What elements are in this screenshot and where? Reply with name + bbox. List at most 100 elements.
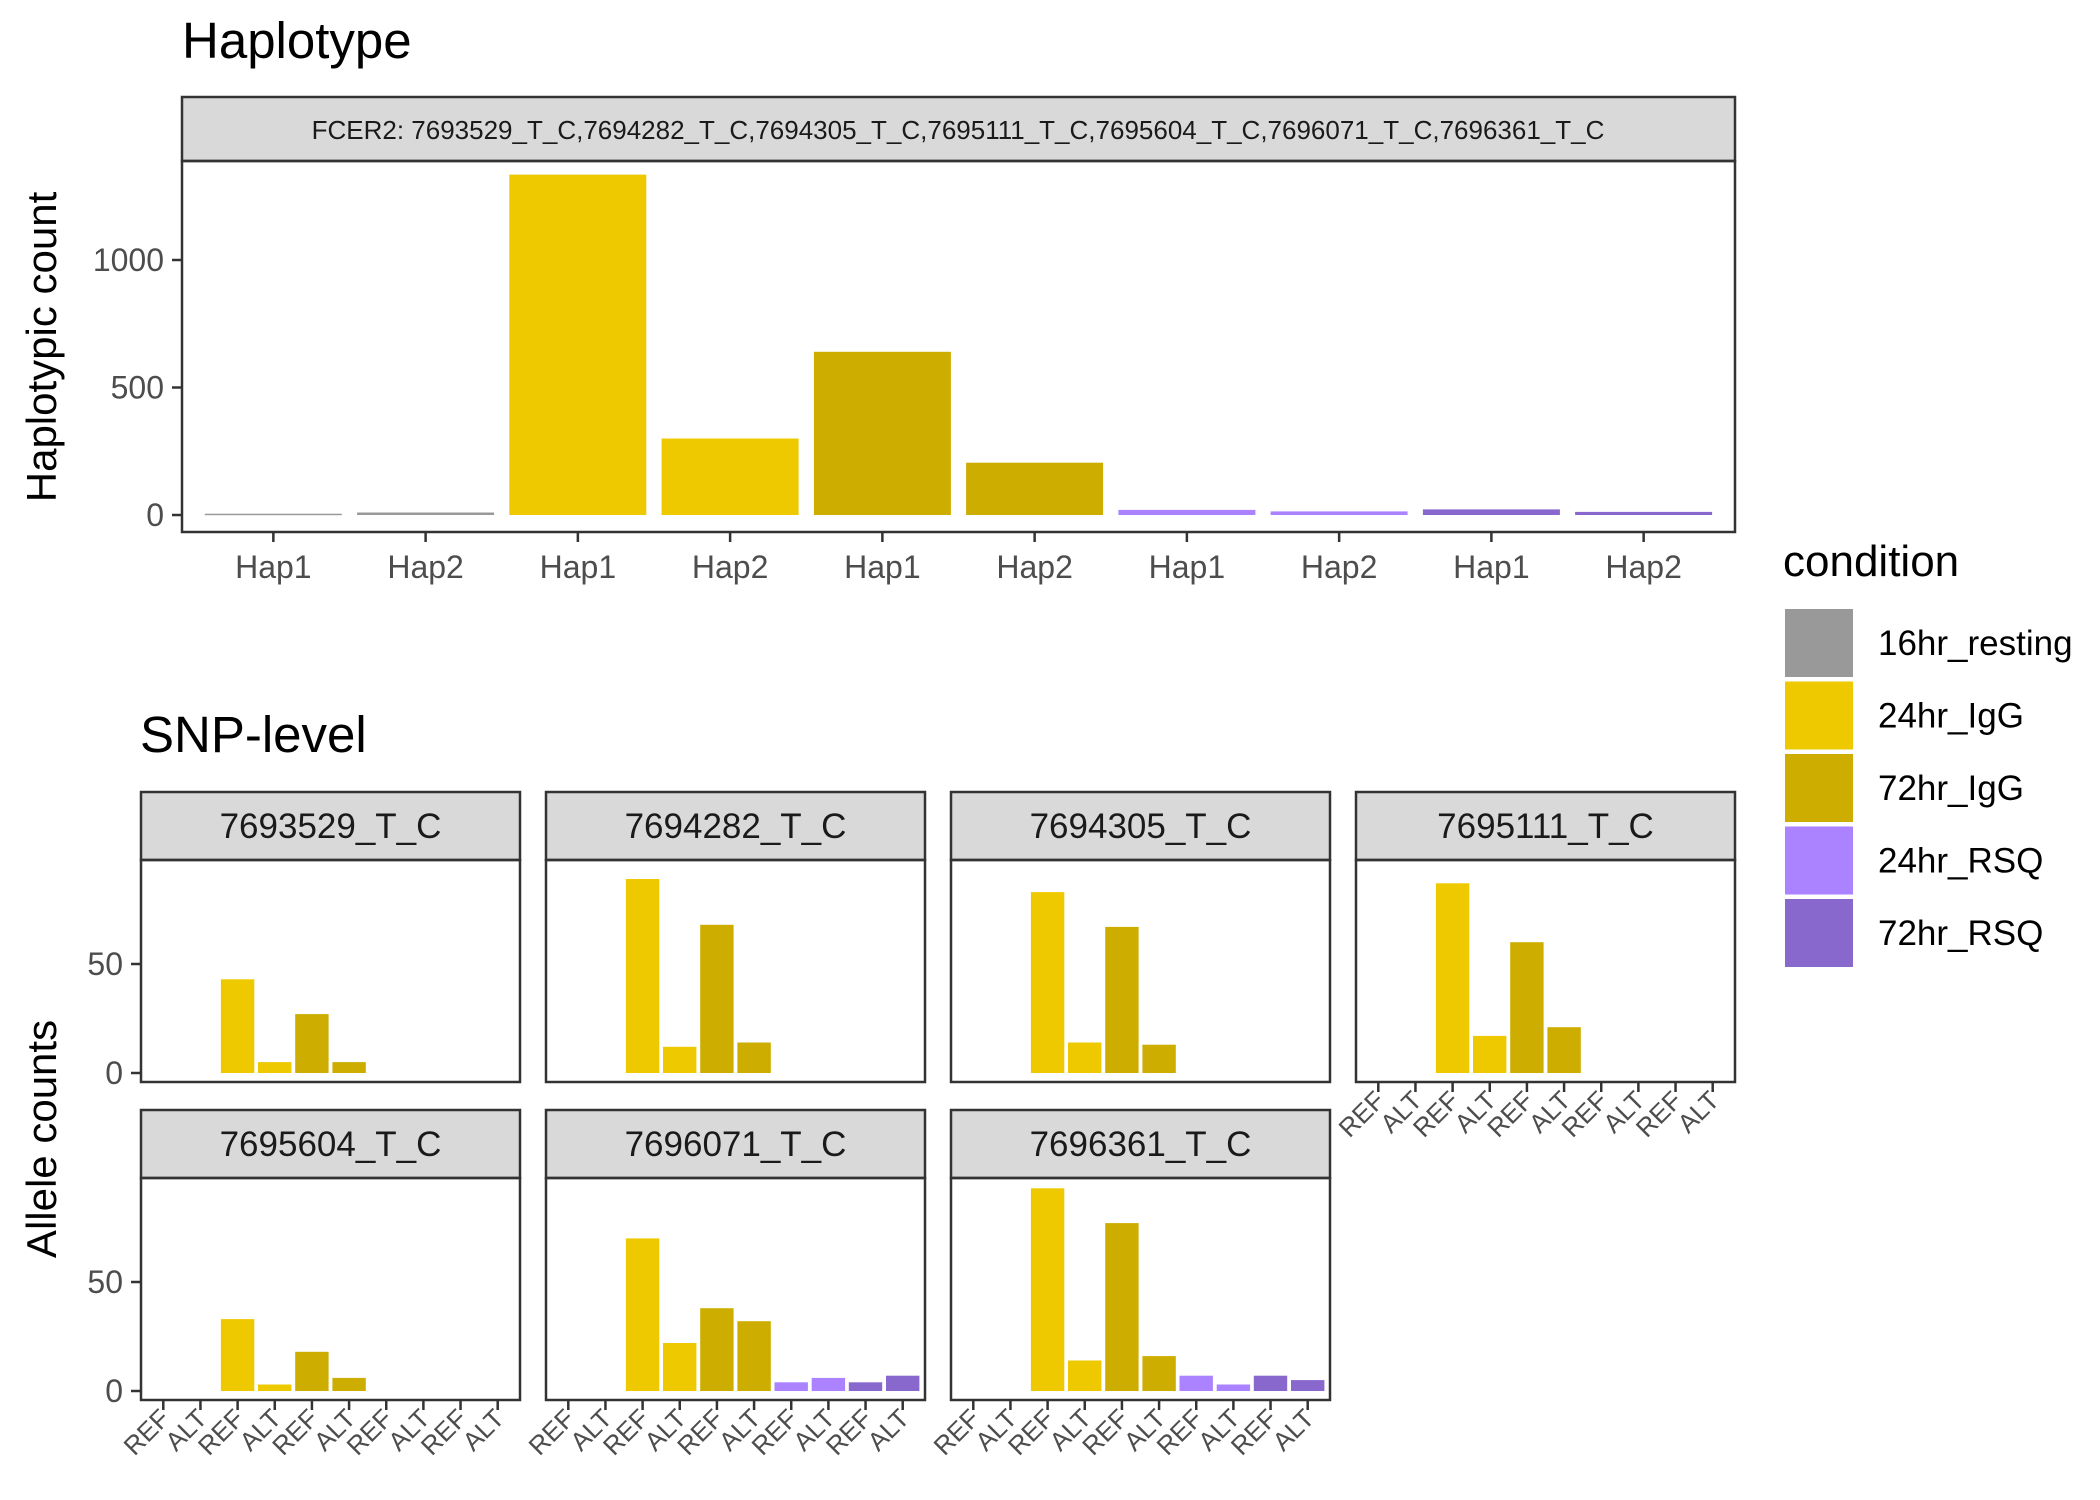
legend-label: 24hr_RSQ xyxy=(1878,842,2043,881)
snp-bar-7696071-t-c-72hr-igg-ref xyxy=(700,1308,734,1391)
snp-bar-7695111-t-c-72hr-igg-ref xyxy=(1510,942,1544,1073)
snp-bar-7696361-t-c-24hr-rsq-ref xyxy=(1179,1375,1213,1391)
snp-bar-7694282-t-c-72hr-igg-ref xyxy=(700,924,734,1073)
haplotype-bar-24hr-rsq-hap1 xyxy=(1118,509,1256,515)
snp-facet-strip-label: 7696361_T_C xyxy=(1030,1125,1252,1164)
snp-bar-7696071-t-c-24hr-rsq-ref xyxy=(774,1382,808,1391)
legend-item-16hr-resting: 16hr_resting xyxy=(1785,609,2073,677)
haplotype-x-tick-label: Hap1 xyxy=(540,549,617,585)
haplotype-x-tick-label: Hap1 xyxy=(844,549,921,585)
haplotype-x-tick-label: Hap1 xyxy=(1453,549,1530,585)
snp-y-tick-label: 0 xyxy=(105,1055,123,1091)
snp-bar-7695604-t-c-24hr-igg-ref xyxy=(220,1319,255,1391)
snp-bar-7695604-t-c-72hr-igg-ref xyxy=(295,1351,329,1391)
haplotype-bar-72hr-igg-hap2 xyxy=(966,462,1104,515)
legend-swatch xyxy=(1785,899,1853,967)
snp-bar-7696361-t-c-24hr-igg-alt xyxy=(1068,1360,1102,1391)
snp-facet-strip-label: 7693529_T_C xyxy=(220,807,442,846)
snp-bar-7696071-t-c-72hr-rsq-ref xyxy=(848,1382,883,1391)
snp-bar-7695604-t-c-72hr-igg-alt xyxy=(332,1377,366,1391)
haplotype-bars xyxy=(204,174,1713,516)
snp-bar-7696361-t-c-24hr-rsq-alt xyxy=(1216,1384,1251,1391)
legend: condition 16hr_resting 24hr_IgG 72hr_IgG 24… xyxy=(1783,537,2073,967)
snp-bar-7695111-t-c-24hr-igg-alt xyxy=(1473,1035,1507,1073)
legend-item-72hr-rsq: 72hr_RSQ xyxy=(1785,899,2043,967)
snp-bar-7696071-t-c-24hr-igg-alt xyxy=(663,1343,697,1391)
haplotype-x-axis: Hap1 Hap2 Hap1 Hap2 Hap1 Hap2 Hap1 Hap2 Hap1 Hap2 xyxy=(235,532,1682,585)
legend-item-24hr-igg: 24hr_IgG xyxy=(1785,681,2024,750)
snp-facet-strip xyxy=(544,1108,927,1180)
legend-label: 24hr_IgG xyxy=(1878,697,2024,736)
snp-facet-strip xyxy=(139,1108,522,1180)
haplotype-x-tick-label: Hap1 xyxy=(235,549,312,585)
snp-bar-7694282-t-c-72hr-igg-alt xyxy=(737,1042,771,1073)
snp-facet-strip-label: 7694305_T_C xyxy=(1030,807,1252,846)
snp-facet-7694282-t-c: 7694282_T_C xyxy=(544,790,927,1084)
legend-swatch xyxy=(1785,609,1853,677)
snp-facet-strip xyxy=(949,790,1332,862)
snp-facet-panel xyxy=(139,858,522,1084)
snp-facet-strip xyxy=(139,790,522,862)
snp-facet-7694305-t-c: 7694305_T_C xyxy=(949,790,1332,1084)
haplotype-x-tick-label: Hap2 xyxy=(387,549,464,585)
haplotype-strip-label: FCER2: 7693529_T_C,7694282_T_C,7694305_T… xyxy=(312,115,1605,145)
snp-bar-7696071-t-c-72hr-igg-alt xyxy=(737,1321,771,1391)
haplotype-bar-72hr-rsq-hap1 xyxy=(1422,509,1560,515)
snp-bar-7693529-t-c-72hr-igg-alt xyxy=(332,1062,366,1073)
snp-facet-panel xyxy=(544,858,927,1084)
snp-facet-panel xyxy=(949,1176,1332,1402)
haplotype-bar-24hr-igg-hap1 xyxy=(509,174,647,515)
legend-swatch xyxy=(1785,681,1853,750)
legend-items: 16hr_resting 24hr_IgG 72hr_IgG 24hr_RSQ 72hr… xyxy=(1785,609,2073,967)
snp-facet-strip xyxy=(544,790,927,862)
legend-swatch xyxy=(1785,826,1853,895)
haplotype-y-axis-title: Haplotypic count xyxy=(18,191,65,502)
snp-facet-strip xyxy=(949,1108,1332,1180)
haplotype-x-tick-label: Hap2 xyxy=(692,549,769,585)
haplotype-bar-24hr-rsq-hap2 xyxy=(1270,511,1408,515)
haplotype-x-tick-label: Hap1 xyxy=(1149,549,1226,585)
snp-facet-strip-label: 7696071_T_C xyxy=(625,1125,847,1164)
snp-level-title: SNP-level xyxy=(140,706,367,763)
snp-bar-7694305-t-c-24hr-igg-alt xyxy=(1068,1042,1102,1073)
snp-facet-panel xyxy=(1354,858,1737,1084)
snp-bar-7693529-t-c-72hr-igg-ref xyxy=(295,1014,329,1073)
snp-facet-7693529-t-c: 7693529_T_C 0 50 xyxy=(87,790,522,1091)
snp-bar-7695111-t-c-72hr-igg-alt xyxy=(1547,1027,1581,1073)
haplotype-bar-16hr-resting-hap2 xyxy=(357,512,495,515)
haplotype-x-tick-label: Hap2 xyxy=(996,549,1073,585)
haplotype-x-tick-label: Hap2 xyxy=(1301,549,1378,585)
snp-facet-strip-label: 7695111_T_C xyxy=(1437,807,1654,846)
legend-label: 72hr_RSQ xyxy=(1878,914,2043,953)
snp-facet-panel xyxy=(544,1176,927,1402)
snp-bar-7696071-t-c-72hr-rsq-alt xyxy=(886,1375,920,1391)
haplotype-bar-16hr-resting-hap1 xyxy=(204,513,342,516)
snp-facet-strip-label: 7695604_T_C xyxy=(220,1125,442,1164)
legend-swatch xyxy=(1785,754,1853,822)
snp-y-tick-label: 50 xyxy=(87,946,123,982)
haplotype-y-tick-label: 1000 xyxy=(93,242,164,278)
haplotype-strip xyxy=(180,95,1737,163)
haplotype-title: Haplotype xyxy=(182,12,412,69)
snp-bar-7696361-t-c-72hr-rsq-ref xyxy=(1253,1375,1288,1391)
snp-y-tick-label: 50 xyxy=(87,1264,123,1300)
snp-y-axis-title: Allele counts xyxy=(18,1020,65,1258)
snp-y-tick-label: 0 xyxy=(105,1373,123,1409)
legend-title: condition xyxy=(1783,537,1959,586)
snp-bar-7694305-t-c-24hr-igg-ref xyxy=(1030,892,1065,1073)
legend-item-24hr-rsq: 24hr_RSQ xyxy=(1785,826,2043,895)
snp-bar-7696361-t-c-72hr-rsq-alt xyxy=(1291,1380,1325,1391)
haplotype-bar-24hr-igg-hap2 xyxy=(661,438,799,515)
snp-bar-7695111-t-c-24hr-igg-ref xyxy=(1435,883,1470,1073)
snp-bar-7693529-t-c-24hr-igg-alt xyxy=(258,1062,292,1073)
haplotype-y-axis: 0 500 1000 xyxy=(93,242,182,533)
haplotype-bar-72hr-rsq-hap2 xyxy=(1575,511,1713,515)
snp-bar-7696361-t-c-72hr-igg-ref xyxy=(1105,1223,1139,1391)
snp-bar-7696071-t-c-24hr-igg-ref xyxy=(625,1238,660,1391)
snp-bar-7696361-t-c-24hr-igg-ref xyxy=(1030,1188,1065,1391)
legend-item-72hr-igg: 72hr_IgG xyxy=(1785,754,2024,822)
snp-facet-strip-label: 7694282_T_C xyxy=(625,807,847,846)
snp-facet-panel xyxy=(139,1176,522,1402)
haplotype-y-tick-label: 500 xyxy=(111,370,164,406)
